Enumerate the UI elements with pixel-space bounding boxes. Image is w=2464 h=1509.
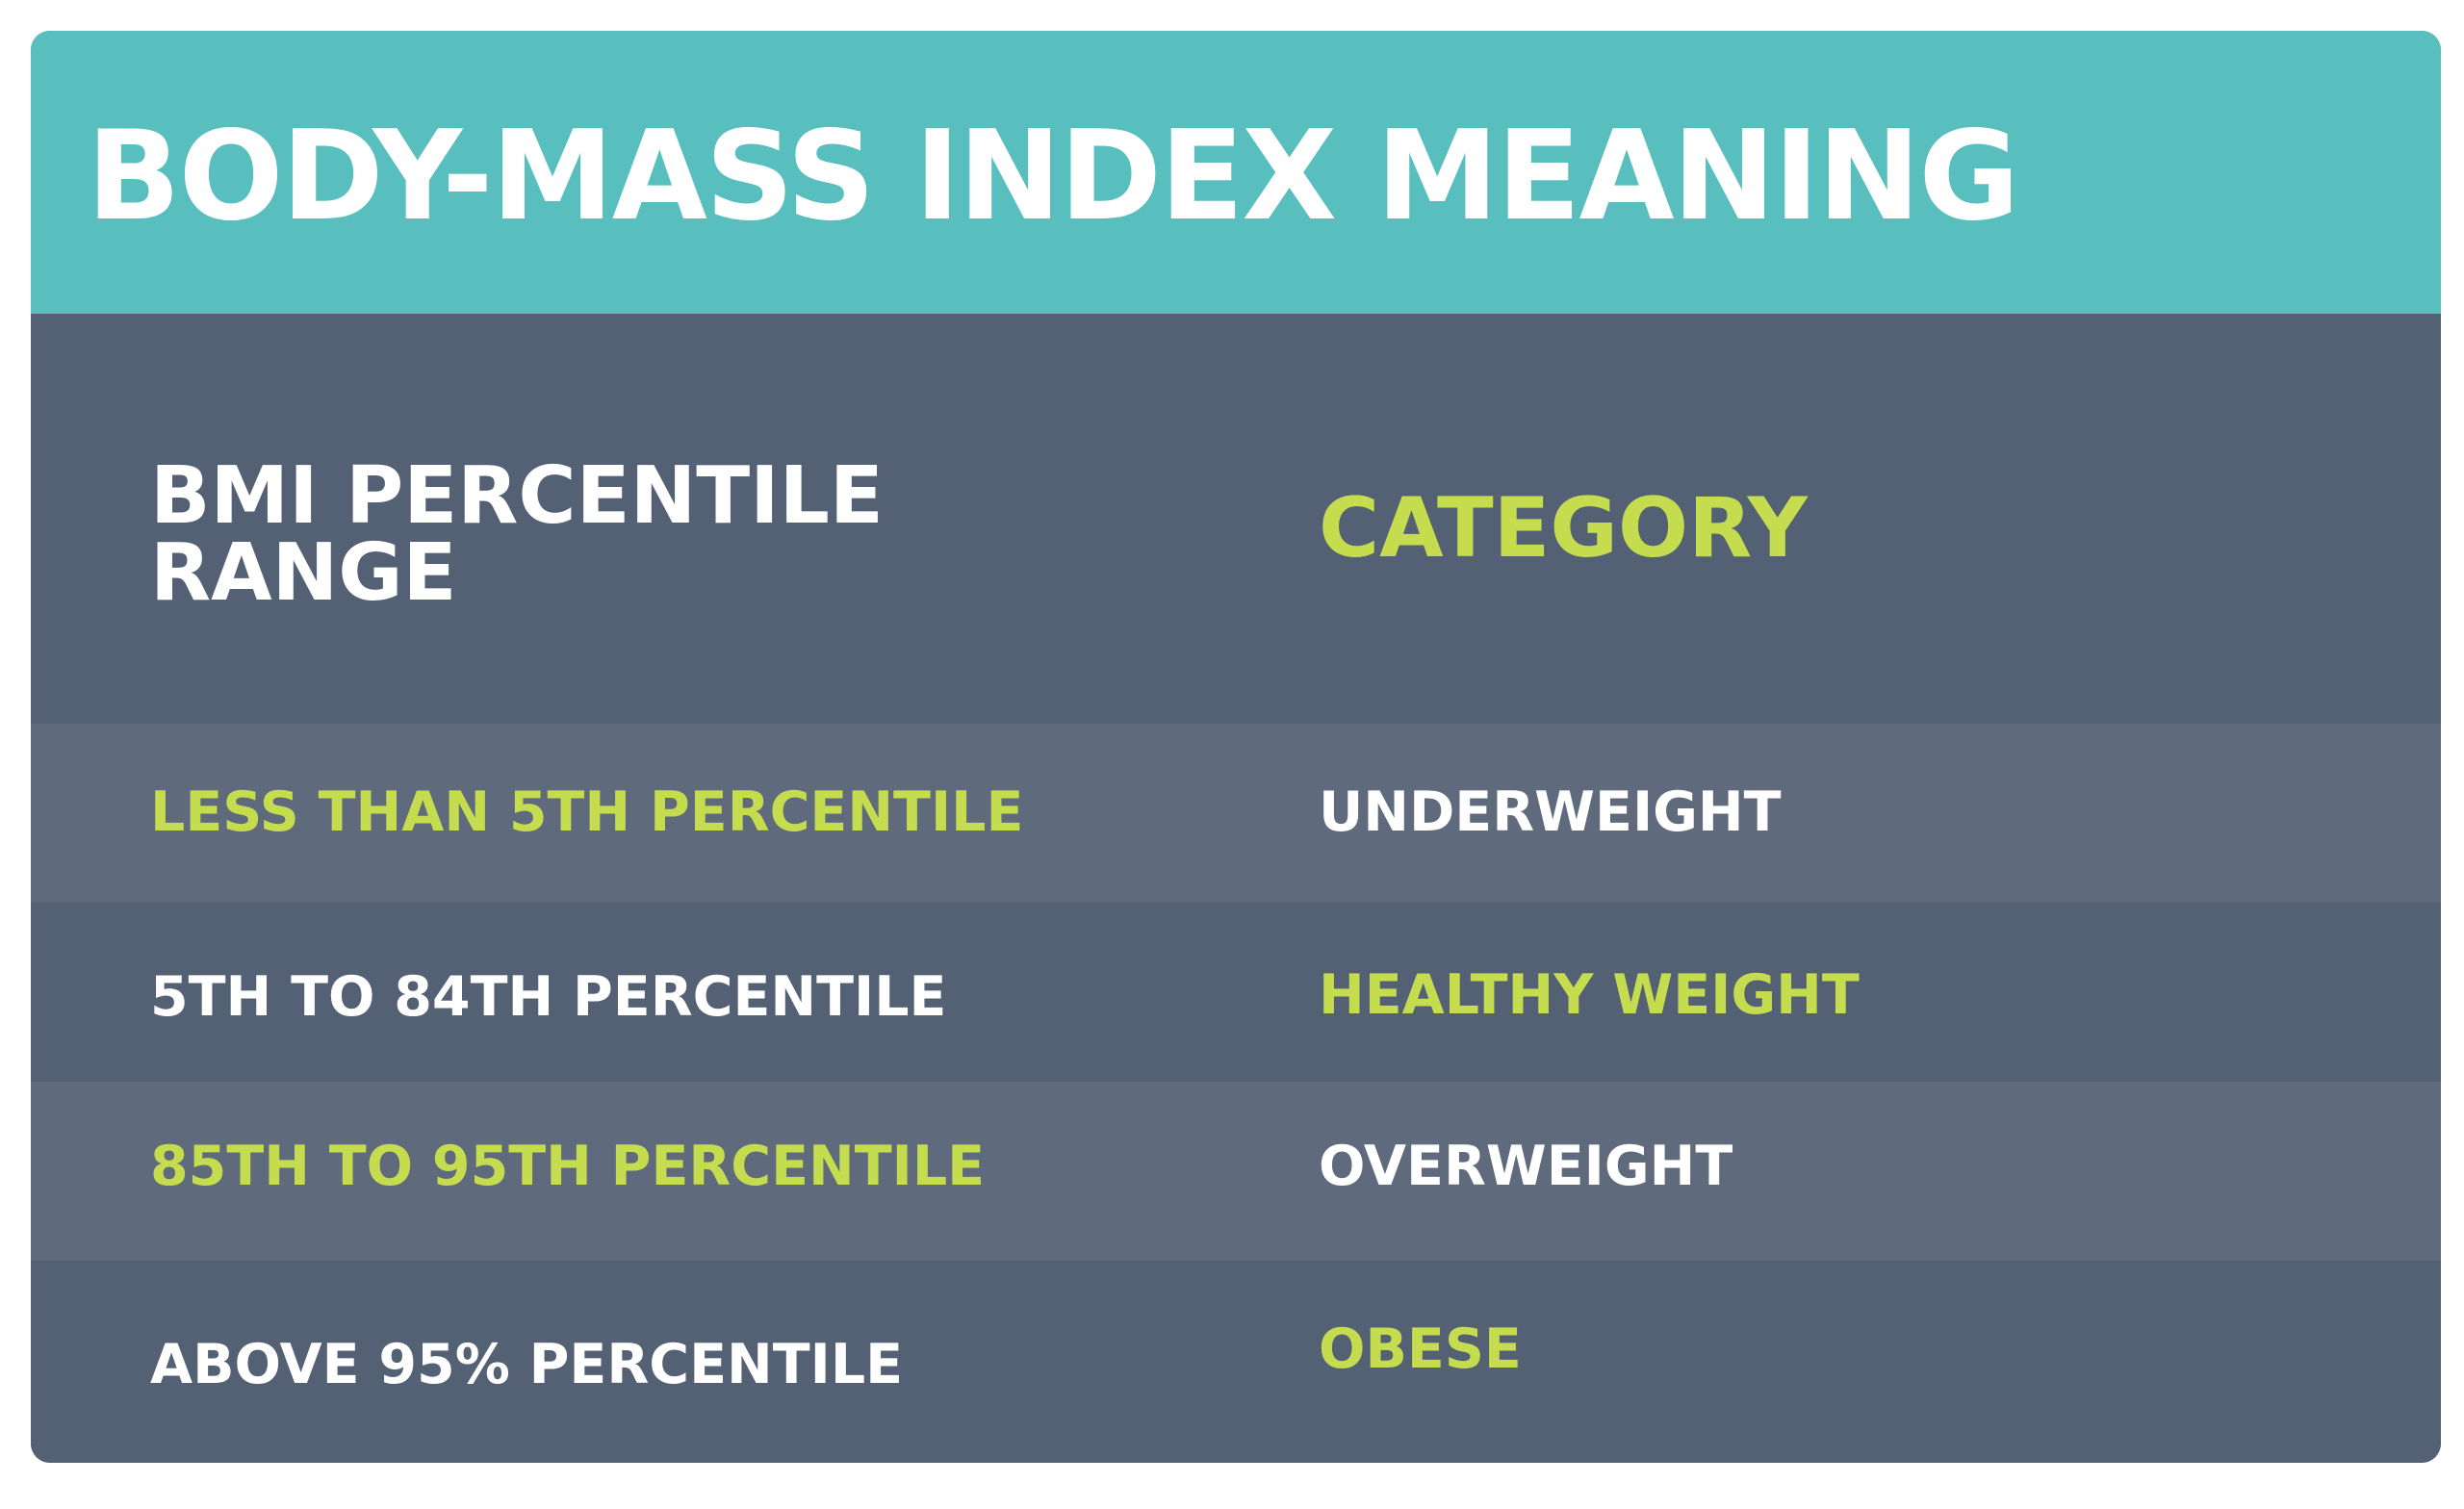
table-header-row: BMI PERCENTILE RANGE CATEGORY xyxy=(31,314,2441,724)
row-range: 5TH TO 84TH PERCENTILE xyxy=(150,965,947,1029)
header-range: BMI PERCENTILE RANGE xyxy=(150,450,1209,619)
table-row: 5TH TO 84TH PERCENTILE HEALTHY WEIGHT xyxy=(31,903,2441,1082)
row-category: HEALTHY WEIGHT xyxy=(1319,963,1860,1027)
table-row: ABOVE 95% PERCENTILE OBESE xyxy=(31,1261,2441,1463)
table-row: 85TH TO 95TH PERCENTILE OVERWEIGHT xyxy=(31,1082,2441,1261)
row-range: ABOVE 95% PERCENTILE xyxy=(150,1333,904,1396)
header-range-line1: BMI PERCENTILE xyxy=(150,450,884,542)
header-range-line2: RANGE xyxy=(150,527,457,619)
row-range: LESS THAN 5TH PERCENTILE xyxy=(150,780,1024,844)
bmi-table-card: BODY-MASS INDEX MEANING BMI PERCENTILE R… xyxy=(31,31,2441,1463)
table-row: LESS THAN 5TH PERCENTILE UNDERWEIGHT xyxy=(31,724,2441,903)
row-range: 85TH TO 95TH PERCENTILE xyxy=(150,1135,986,1198)
row-category: OBESE xyxy=(1319,1317,1522,1381)
title-bar: BODY-MASS INDEX MEANING xyxy=(31,31,2441,314)
row-category: OVERWEIGHT xyxy=(1319,1135,1733,1198)
row-category: UNDERWEIGHT xyxy=(1319,780,1782,844)
header-category: CATEGORY xyxy=(1319,480,1808,576)
page-title: BODY-MASS INDEX MEANING xyxy=(87,105,2019,248)
